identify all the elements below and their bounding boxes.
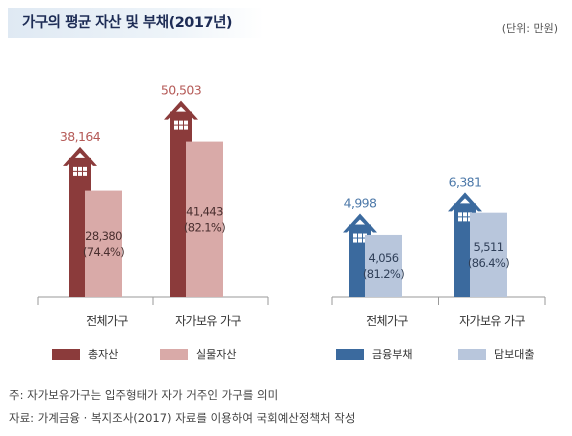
legend-item-mortgage: 담보대출 — [458, 346, 534, 362]
legend-item-financial-debt: 금융부채 — [336, 346, 412, 362]
bar-실물자산 — [186, 141, 223, 297]
window-icon — [78, 171, 82, 176]
window-icon — [458, 217, 462, 222]
legend-swatch-total-assets — [52, 348, 80, 360]
legend-label-total-assets: 총자산 — [88, 348, 119, 361]
legend-item-total-assets: 총자산 — [52, 346, 118, 362]
window-icon — [179, 120, 183, 125]
data-label-담보대출-share: (81.2%) — [363, 267, 404, 281]
category-label: 전체가구 — [366, 314, 408, 328]
bar-group-home-owners — [448, 192, 507, 297]
legend-label-real-assets: 실물자산 — [196, 348, 237, 361]
footnote: 주: 자가보유가구는 입주형태가 자가 거주인 가구를 의미 — [9, 388, 279, 402]
window-icon — [184, 125, 188, 130]
data-label-실물자산-share: (82.1%) — [184, 220, 225, 234]
window-icon — [78, 166, 82, 171]
legend-swatch-real-assets — [160, 348, 188, 360]
legend-label-mortgage: 담보대출 — [494, 348, 535, 361]
data-label-금융부채: 4,998 — [344, 196, 377, 211]
data-label-총자산: 38,164 — [60, 129, 101, 144]
category-label: 전체가구 — [86, 314, 128, 328]
bar-담보대출 — [470, 212, 507, 297]
category-label: 자가보유 가구 — [175, 314, 241, 328]
window-icon — [179, 125, 183, 130]
data-label-담보대출: 4,056 — [369, 251, 399, 265]
window-icon — [73, 171, 77, 176]
window-icon — [73, 166, 77, 171]
data-label-총자산: 50,503 — [161, 83, 201, 98]
window-icon — [358, 238, 362, 243]
window-icon — [83, 171, 87, 176]
window-icon — [184, 120, 188, 125]
data-label-담보대출-share: (86.4%) — [468, 256, 509, 270]
unit-label: (단위: 만원) — [501, 22, 558, 35]
data-label-담보대출: 5,511 — [474, 240, 504, 254]
window-icon — [463, 217, 467, 222]
legend-swatch-mortgage — [458, 348, 486, 360]
window-icon — [358, 233, 362, 238]
window-icon — [458, 212, 462, 217]
title-band — [8, 8, 264, 38]
bar-group-all-households — [63, 146, 122, 297]
window-icon — [174, 125, 178, 130]
bar-group-home-owners — [164, 100, 223, 298]
category-label: 자가보유 가구 — [459, 314, 525, 328]
window-icon — [174, 120, 178, 125]
window-icon — [353, 238, 357, 243]
bar-담보대출 — [365, 234, 402, 297]
window-icon — [353, 233, 357, 238]
chart-title: 가구의 평균 자산 및 부채(2017년) — [22, 15, 233, 31]
data-label-실물자산: 28,380 — [85, 229, 122, 243]
data-label-금융부채: 6,381 — [449, 174, 482, 189]
bar-group-all-households — [343, 213, 402, 297]
window-icon — [83, 166, 87, 171]
legend-swatch-financial-debt — [336, 348, 364, 360]
legend-item-real-assets: 실물자산 — [160, 346, 236, 362]
legend-label-financial-debt: 금융부채 — [372, 348, 413, 361]
source-note: 자료: 가계금융 · 복지조사(2017) 자료를 이용하여 국회예산정책처 작… — [9, 411, 356, 425]
data-label-실물자산-share: (74.4%) — [83, 245, 124, 259]
data-label-실물자산: 41,443 — [186, 204, 223, 218]
bar-실물자산 — [85, 190, 122, 297]
window-icon — [463, 212, 467, 217]
